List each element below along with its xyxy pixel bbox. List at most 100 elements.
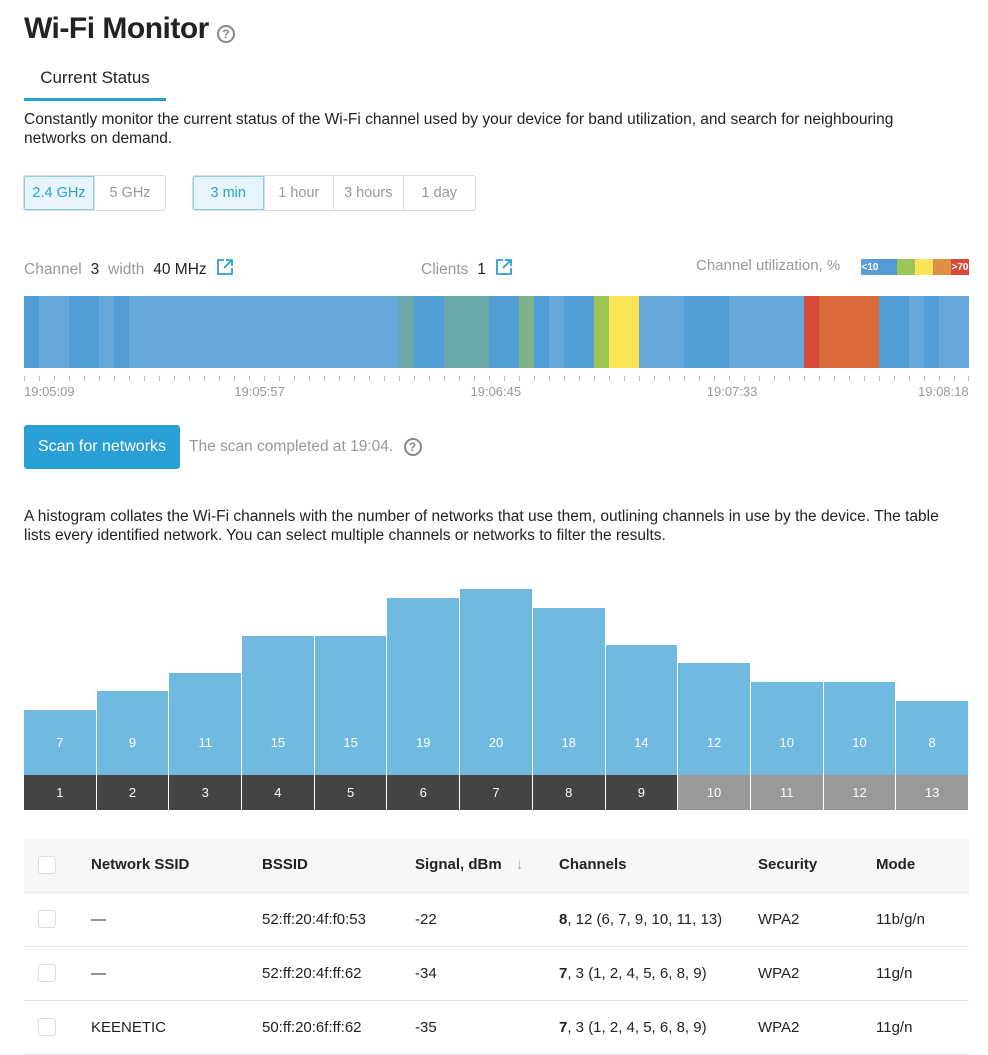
utilization-sample bbox=[774, 296, 789, 368]
utilization-sample bbox=[954, 296, 969, 368]
histogram-bar[interactable]: 7 bbox=[24, 709, 96, 775]
histogram-bar[interactable]: 15 bbox=[242, 635, 314, 775]
channel-info: Channel 3 width 40 MHz bbox=[24, 258, 234, 279]
signal: -35 bbox=[415, 1000, 559, 1055]
channels: 8, 12 (6, 7, 9, 10, 11, 13) bbox=[559, 892, 758, 947]
utilization-sample bbox=[384, 296, 399, 368]
utilization-sample bbox=[939, 296, 954, 368]
channel-label[interactable]: 7 bbox=[460, 775, 532, 810]
channel-label[interactable]: 5 bbox=[314, 775, 387, 810]
col-mode[interactable]: Mode bbox=[876, 838, 969, 893]
utilization-sample bbox=[669, 296, 684, 368]
utilization-sample bbox=[474, 296, 489, 368]
help-icon[interactable]: ? bbox=[216, 25, 235, 43]
col-ssid[interactable]: Network SSID bbox=[91, 838, 262, 893]
row-checkbox[interactable] bbox=[38, 964, 56, 983]
legend-swatch bbox=[897, 259, 915, 275]
table-row[interactable]: KEENETIC 50:ff:20:6f:ff:62 -35 7, 3 (1, … bbox=[24, 1000, 969, 1055]
channel-label[interactable]: 2 bbox=[96, 775, 169, 810]
networks-table: Network SSID BSSID Signal, dBm ↓ Channel… bbox=[24, 838, 969, 1055]
utilization-sample bbox=[654, 296, 669, 368]
channel-label[interactable]: 9 bbox=[605, 775, 678, 810]
utilization-sample bbox=[579, 296, 594, 368]
mode: 11b/g/n bbox=[876, 892, 969, 947]
histogram-bar[interactable]: 14 bbox=[605, 644, 678, 775]
timeline-ticks bbox=[24, 376, 969, 381]
histogram-bar[interactable]: 10 bbox=[750, 682, 823, 775]
period-1day-button[interactable]: 1 day bbox=[421, 185, 458, 201]
channel-label[interactable]: 1 bbox=[24, 775, 96, 810]
band-2-4ghz-button[interactable]: 2.4 GHz bbox=[24, 176, 95, 210]
help-icon[interactable]: ? bbox=[403, 438, 422, 456]
mode: 11g/n bbox=[876, 1000, 969, 1055]
histogram-bar[interactable]: 15 bbox=[314, 635, 387, 775]
channel-label[interactable]: 10 bbox=[678, 775, 750, 810]
histogram-bar[interactable]: 20 bbox=[460, 589, 532, 775]
utilization-sample bbox=[624, 296, 639, 368]
utilization-sample bbox=[609, 296, 624, 368]
col-signal[interactable]: Signal, dBm ↓ bbox=[415, 838, 559, 893]
scan-networks-button[interactable]: Scan for networks bbox=[24, 425, 180, 469]
table-row[interactable]: — 52:ff:20:4f:ff:62 -34 7, 3 (1, 2, 4, 5… bbox=[24, 946, 969, 1001]
utilization-sample bbox=[234, 296, 249, 368]
utilization-sample bbox=[99, 296, 114, 368]
histogram-bar[interactable]: 11 bbox=[169, 672, 242, 775]
period-3min-button[interactable]: 3 min bbox=[193, 176, 265, 210]
utilization-sample bbox=[174, 296, 189, 368]
utilization-sample bbox=[84, 296, 99, 368]
utilization-sample bbox=[369, 296, 384, 368]
col-bssid[interactable]: BSSID bbox=[262, 838, 415, 893]
histogram-bar[interactable]: 8 bbox=[896, 700, 968, 775]
histogram-bar[interactable]: 9 bbox=[96, 691, 169, 775]
utilization-sample bbox=[69, 296, 84, 368]
utilization-sample bbox=[39, 296, 54, 368]
utilization-sample bbox=[819, 296, 834, 368]
utilization-sample bbox=[249, 296, 264, 368]
utilization-sample bbox=[414, 296, 429, 368]
legend-swatch bbox=[933, 259, 951, 275]
channel-label[interactable]: 12 bbox=[823, 775, 896, 810]
utilization-sample bbox=[459, 296, 474, 368]
table-row[interactable]: — 52:ff:20:4f:f0:53 -22 8, 12 (6, 7, 9, … bbox=[24, 892, 969, 947]
tab-current-status[interactable]: Current Status bbox=[24, 68, 166, 101]
band-5ghz-button[interactable]: 5 GHz bbox=[109, 185, 151, 201]
utilization-sample bbox=[504, 296, 519, 368]
period-3hours-button[interactable]: 3 hours bbox=[334, 176, 404, 210]
histogram-bar[interactable]: 19 bbox=[387, 598, 460, 775]
utilization-sample bbox=[699, 296, 714, 368]
legend-swatch bbox=[879, 259, 897, 275]
external-link-icon[interactable] bbox=[495, 258, 513, 276]
row-checkbox[interactable] bbox=[38, 1018, 56, 1037]
external-link-icon[interactable] bbox=[216, 258, 234, 276]
time-label: 19:05:57 bbox=[234, 384, 285, 399]
channel-label[interactable]: 13 bbox=[896, 775, 968, 810]
histogram-bar[interactable]: 12 bbox=[678, 663, 750, 775]
row-checkbox[interactable] bbox=[38, 910, 56, 929]
period-1hour-button[interactable]: 1 hour bbox=[265, 176, 335, 210]
sort-down-icon[interactable]: ↓ bbox=[515, 856, 524, 874]
page-title: Wi-Fi Monitor ? bbox=[24, 12, 235, 46]
utilization-label: Channel utilization, % bbox=[696, 257, 841, 274]
channel-label[interactable]: 11 bbox=[750, 775, 823, 810]
channel-label[interactable]: 8 bbox=[532, 775, 605, 810]
channel-label[interactable]: 4 bbox=[242, 775, 314, 810]
legend-swatch: <10 bbox=[861, 259, 879, 275]
utilization-sample bbox=[534, 296, 549, 368]
utilization-legend: <10 >70 bbox=[861, 259, 969, 275]
utilization-sample bbox=[909, 296, 924, 368]
bssid: 50:ff:20:6f:ff:62 bbox=[262, 1000, 415, 1055]
select-all-checkbox[interactable] bbox=[38, 855, 56, 874]
utilization-sample bbox=[159, 296, 174, 368]
utilization-sample bbox=[489, 296, 504, 368]
utilization-sample bbox=[339, 296, 354, 368]
utilization-sample bbox=[354, 296, 369, 368]
histogram-bar[interactable]: 10 bbox=[823, 682, 896, 775]
col-channels[interactable]: Channels bbox=[559, 838, 758, 893]
legend-swatch: >70 bbox=[951, 259, 969, 275]
time-label: 19:05:09 bbox=[24, 384, 75, 399]
utilization-sample bbox=[324, 296, 339, 368]
channel-label[interactable]: 3 bbox=[169, 775, 242, 810]
histogram-bar[interactable]: 18 bbox=[532, 607, 605, 775]
col-security[interactable]: Security bbox=[758, 838, 876, 893]
channel-label[interactable]: 6 bbox=[387, 775, 460, 810]
